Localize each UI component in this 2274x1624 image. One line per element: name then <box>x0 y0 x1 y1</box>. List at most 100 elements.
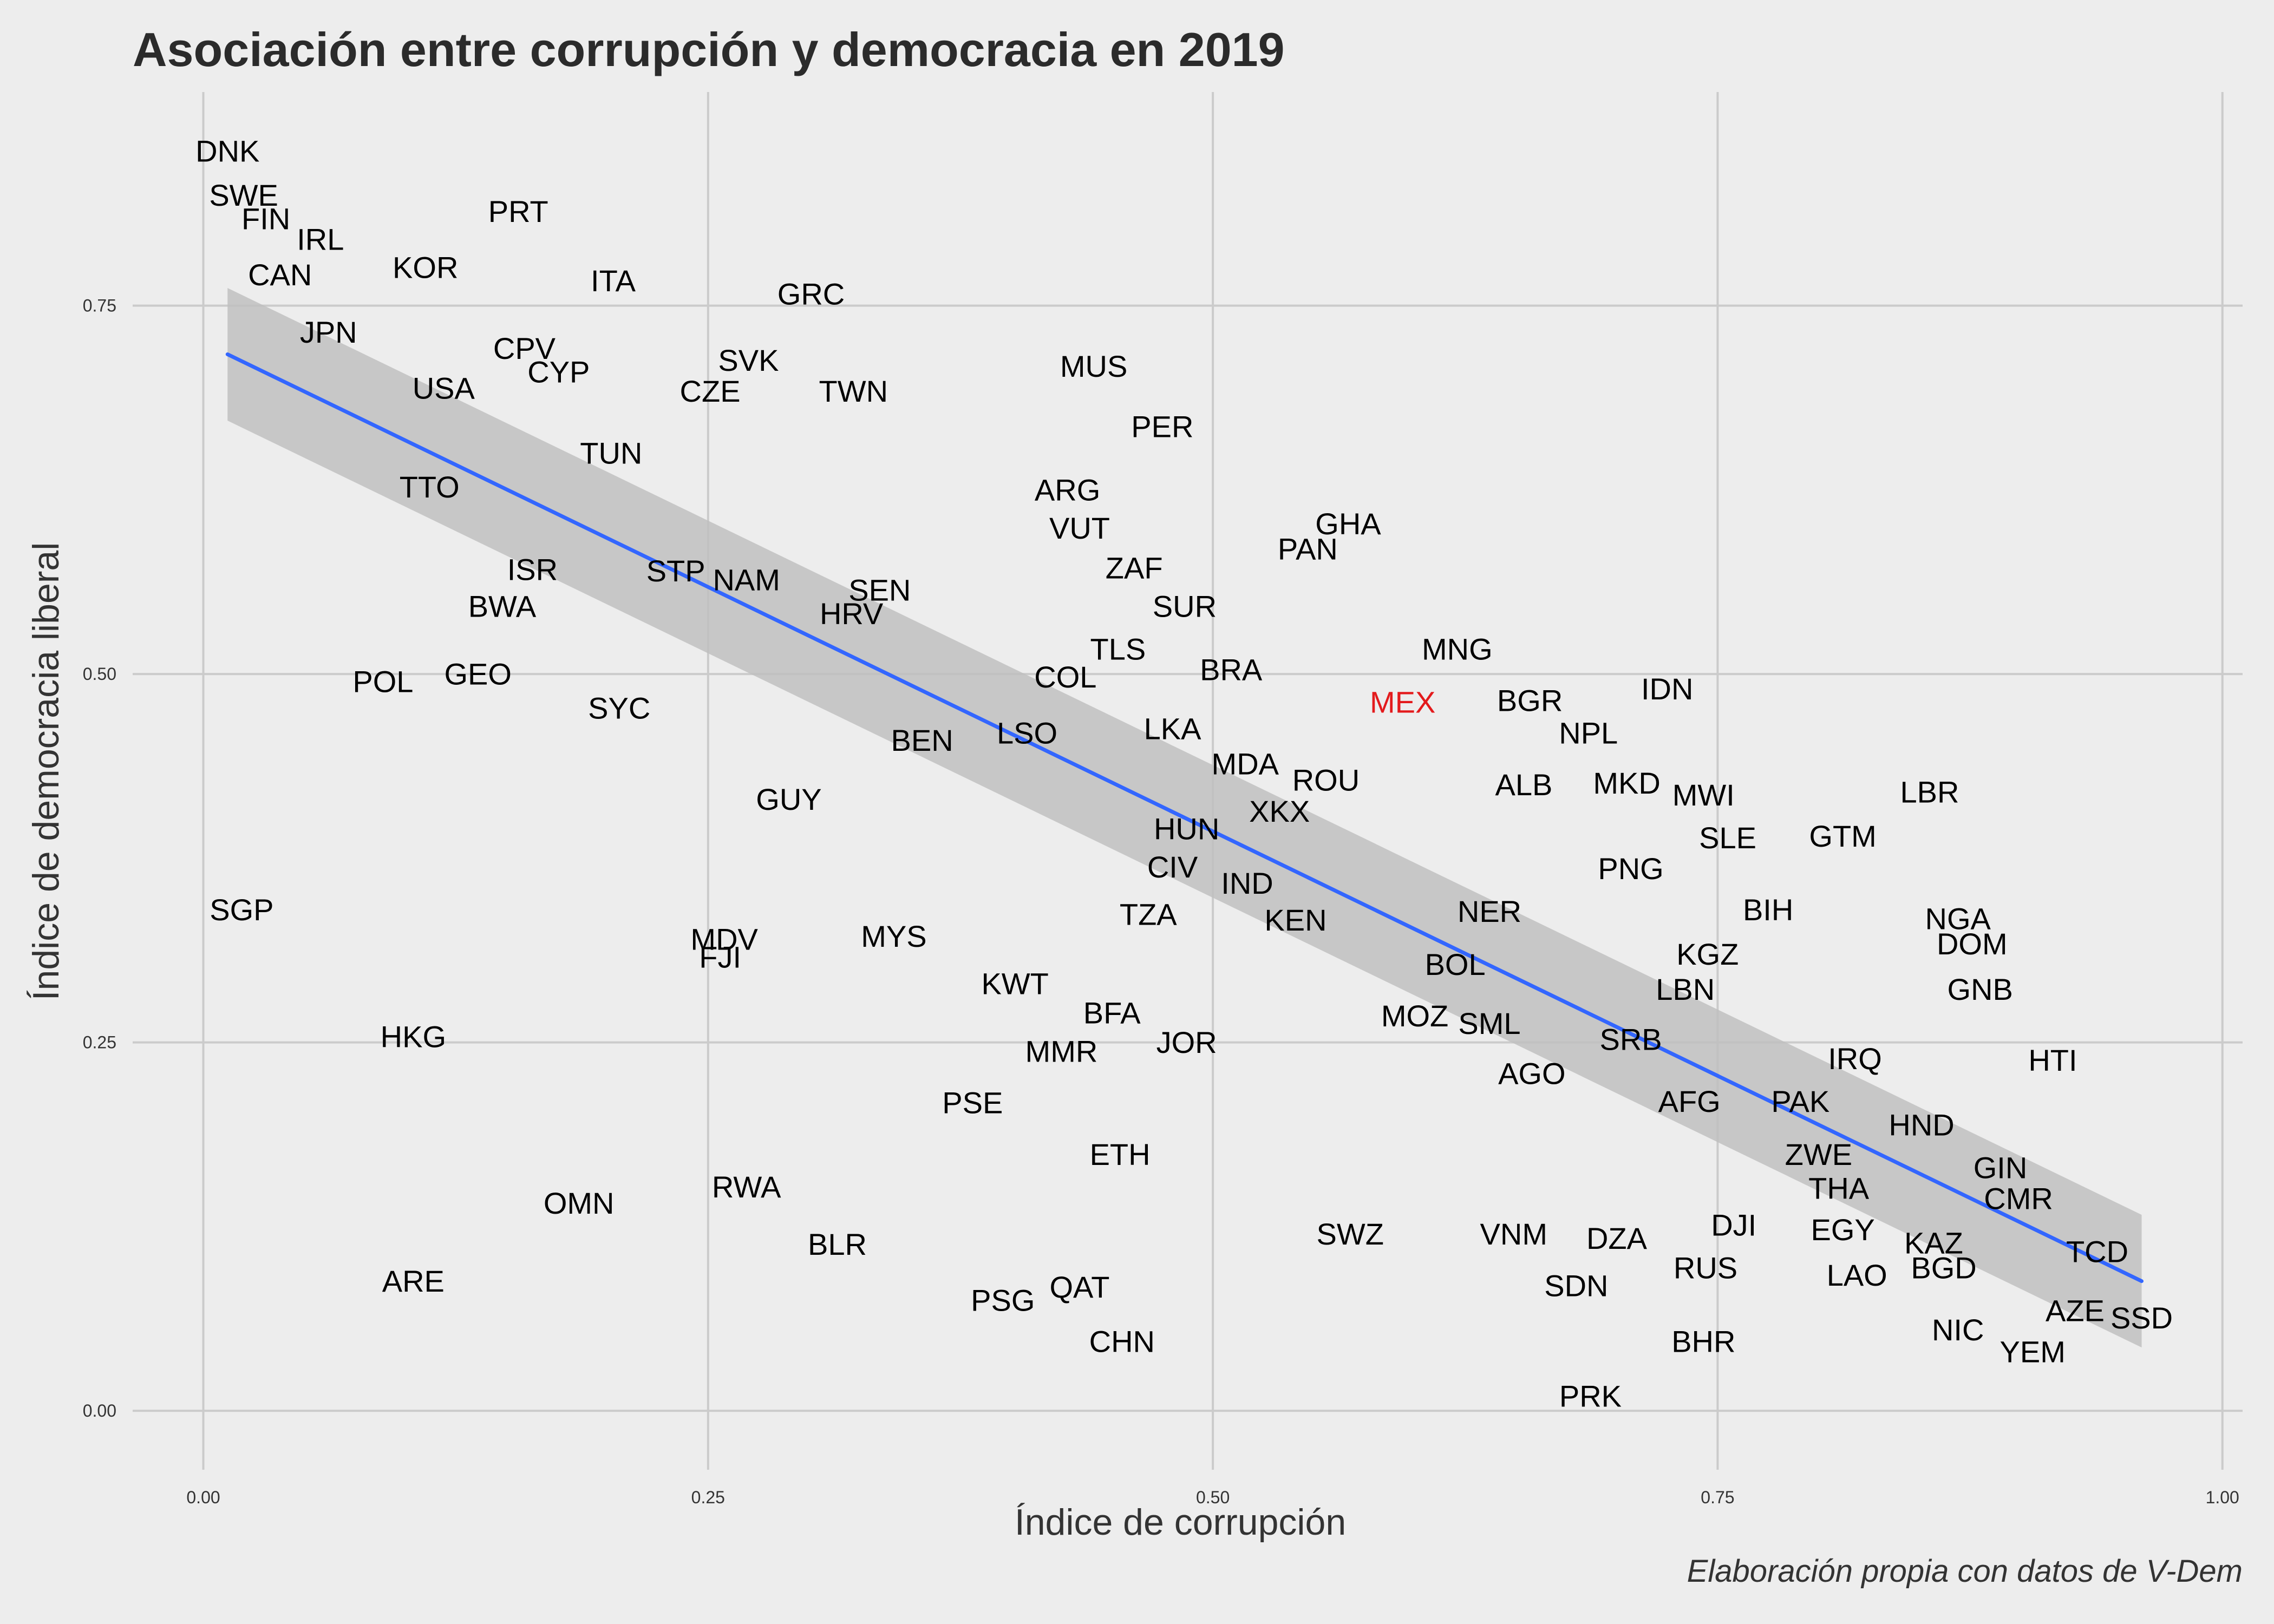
point-label-ago: AGO <box>1498 1056 1565 1090</box>
y-tick-label: 0.00 <box>83 1401 116 1420</box>
point-label-kor: KOR <box>393 250 458 284</box>
fit-line <box>225 352 2144 1284</box>
point-label-irl: IRL <box>297 222 344 257</box>
x-tick-label: 1.00 <box>2206 1488 2239 1507</box>
point-label-mys: MYS <box>861 919 926 953</box>
point-label-kaz: KAZ <box>1904 1226 1963 1260</box>
point-label-bgr: BGR <box>1497 684 1563 718</box>
point-label-png: PNG <box>1598 852 1663 886</box>
point-label-xkx: XKX <box>1249 794 1310 828</box>
point-label-sle: SLE <box>1699 821 1756 855</box>
regression-line <box>225 352 2144 1284</box>
point-label-psg: PSG <box>971 1283 1035 1317</box>
point-label-pol: POL <box>352 664 413 698</box>
point-label-dza: DZA <box>1586 1221 1648 1255</box>
point-label-kgz: KGZ <box>1676 937 1739 971</box>
point-label-pak: PAK <box>1771 1084 1829 1118</box>
point-label-fji: FJI <box>699 940 741 974</box>
point-label-rwa: RWA <box>712 1170 781 1204</box>
point-label-tun: TUN <box>580 436 642 470</box>
point-label-mus: MUS <box>1060 349 1127 383</box>
point-label-usa: USA <box>413 371 475 405</box>
point-label-nic: NIC <box>1932 1313 1984 1347</box>
point-label-ner: NER <box>1458 894 1521 928</box>
point-label-mda: MDA <box>1212 747 1279 781</box>
point-label-mng: MNG <box>1422 632 1493 666</box>
point-label-aze: AZE <box>2046 1294 2105 1328</box>
point-label-tza: TZA <box>1120 897 1177 931</box>
point-label-egy: EGY <box>1811 1213 1874 1247</box>
x-tick-label: 0.00 <box>186 1488 220 1507</box>
point-label-hti: HTI <box>2028 1043 2077 1077</box>
y-tick-label: 0.75 <box>83 296 116 316</box>
point-label-mdv: MDV <box>690 922 758 957</box>
point-label-ben: BEN <box>891 723 953 757</box>
point-label-lbr: LBR <box>1900 775 1959 809</box>
point-label-tto: TTO <box>400 470 460 504</box>
point-label-jor: JOR <box>1156 1025 1217 1059</box>
point-label-bih: BIH <box>1743 893 1793 927</box>
point-label-kwt: KWT <box>981 966 1048 1000</box>
point-label-ind: IND <box>1221 866 1273 900</box>
point-label-civ: CIV <box>1147 850 1198 884</box>
point-label-are: ARE <box>382 1264 445 1298</box>
point-label-bra: BRA <box>1200 652 1263 686</box>
point-label-guy: GUY <box>756 782 821 816</box>
point-label-bgd: BGD <box>1911 1251 1976 1285</box>
y-tick-label: 0.50 <box>83 664 116 684</box>
point-label-rus: RUS <box>1674 1251 1737 1285</box>
point-label-dji: DJI <box>1711 1208 1756 1242</box>
point-label-vut: VUT <box>1049 511 1110 545</box>
point-label-zaf: ZAF <box>1106 551 1163 585</box>
point-label-per: PER <box>1131 409 1193 443</box>
point-label-hun: HUN <box>1154 811 1219 846</box>
point-label-fin: FIN <box>241 202 290 236</box>
point-label-geo: GEO <box>444 657 511 691</box>
point-label-cyp: CYP <box>527 355 590 389</box>
point-label-can: CAN <box>248 258 312 292</box>
point-label-lso: LSO <box>997 716 1057 750</box>
point-label-tls: TLS <box>1090 632 1146 666</box>
point-label-dom: DOM <box>1937 927 2008 961</box>
point-label-yem: YEM <box>1999 1335 2065 1369</box>
point-label-gnb: GNB <box>1948 972 2013 1006</box>
point-label-rou: ROU <box>1292 763 1360 797</box>
point-label-swe: SWE <box>209 178 278 212</box>
point-label-omn: OMN <box>544 1186 615 1220</box>
chart-title: Asociación entre corrupción y democracia… <box>133 23 1285 76</box>
x-tick-label: 0.50 <box>1196 1488 1230 1507</box>
point-label-sdn: SDN <box>1544 1268 1608 1302</box>
x-tick-label: 0.75 <box>1701 1488 1734 1507</box>
x-axis-title: Índice de corrupción <box>1015 1502 1346 1543</box>
point-label-lao: LAO <box>1827 1258 1887 1292</box>
point-label-gtm: GTM <box>1809 819 1876 853</box>
point-label-mkd: MKD <box>1593 766 1660 800</box>
point-label-svk: SVK <box>718 343 779 377</box>
y-axis-title: Índice de democracia liberal <box>25 542 67 1001</box>
point-label-lbn: LBN <box>1656 972 1715 1006</box>
point-label-gin: GIN <box>1974 1151 2028 1185</box>
point-label-bol: BOL <box>1425 947 1486 981</box>
point-label-isr: ISR <box>507 552 558 586</box>
point-label-moz: MOZ <box>1381 999 1448 1033</box>
point-label-vnm: VNM <box>1480 1217 1547 1251</box>
point-label-afg: AFG <box>1658 1084 1721 1118</box>
point-label-cpv: CPV <box>493 331 556 365</box>
point-label-grc: GRC <box>777 277 845 311</box>
point-label-chn: CHN <box>1089 1325 1155 1359</box>
point-label-stp: STP <box>646 554 705 588</box>
point-label-col: COL <box>1034 660 1096 694</box>
point-label-mmr: MMR <box>1025 1034 1098 1068</box>
point-label-hkg: HKG <box>381 1019 446 1053</box>
point-label-zwe: ZWE <box>1785 1137 1852 1171</box>
point-label-cmr: CMR <box>1984 1182 2053 1216</box>
point-label-ssd: SSD <box>2110 1301 2173 1335</box>
y-tick-label: 0.25 <box>83 1033 116 1052</box>
point-label-jpn: JPN <box>300 315 357 349</box>
point-label-qat: QAT <box>1050 1270 1110 1304</box>
point-label-nga: NGA <box>1925 902 1991 936</box>
point-label-blr: BLR <box>808 1227 867 1261</box>
point-label-ita: ITA <box>591 264 636 298</box>
point-label-syc: SYC <box>588 691 650 725</box>
